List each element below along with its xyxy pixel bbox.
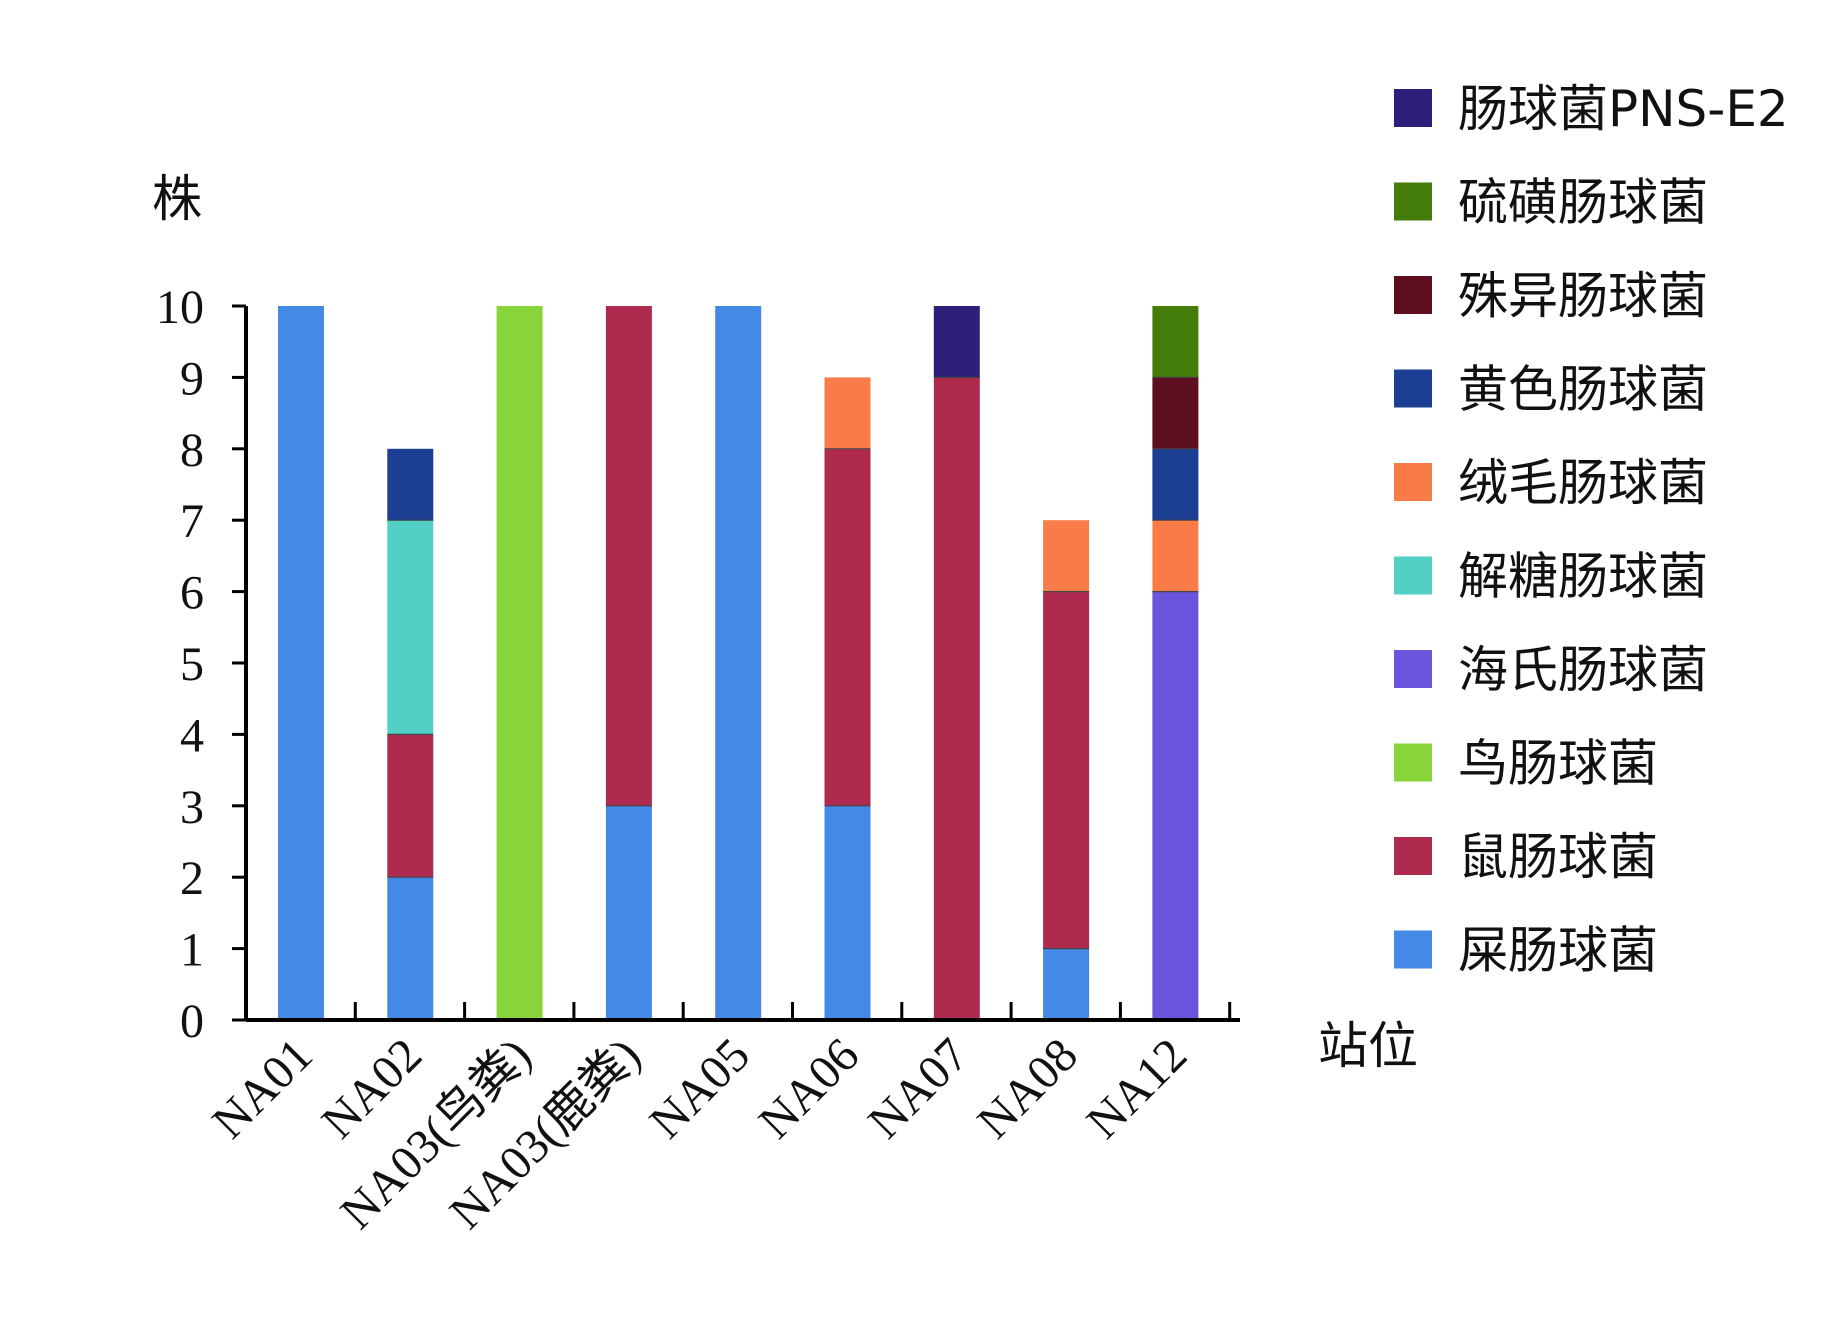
y-tick-label: 5 bbox=[180, 638, 204, 691]
x-tick-label: NA01 bbox=[202, 1028, 322, 1148]
x-axis-label: 站位 bbox=[1318, 1017, 1418, 1075]
x-tick-label: NA07 bbox=[858, 1028, 978, 1148]
legend-label: 殊异肠球菌 bbox=[1458, 267, 1708, 325]
legend-label: 黄色肠球菌 bbox=[1458, 361, 1708, 419]
legend-label: 鸟肠球菌 bbox=[1458, 735, 1658, 793]
legend-label: 硫磺肠球菌 bbox=[1458, 174, 1708, 232]
legend-swatch bbox=[1394, 650, 1432, 688]
bar-segment bbox=[1043, 591, 1090, 949]
bar-segment bbox=[1152, 520, 1199, 592]
y-tick-label: 1 bbox=[180, 924, 204, 977]
bar-segment bbox=[1152, 448, 1199, 521]
bar-segment bbox=[1152, 591, 1199, 1020]
legend-swatch bbox=[1394, 89, 1432, 127]
bar-segment bbox=[387, 734, 434, 878]
bar-segment bbox=[933, 377, 980, 1020]
bar-segment bbox=[1043, 520, 1090, 592]
x-tick-label: NA12 bbox=[1077, 1028, 1197, 1148]
legend-label: 鼠肠球菌 bbox=[1458, 828, 1658, 886]
bar-segment bbox=[824, 805, 871, 1020]
y-tick-label: 8 bbox=[180, 424, 204, 477]
bar-segment bbox=[387, 877, 434, 1020]
x-ticks-group: NA01NA02NA03(鸟粪)NA03(鹿粪)NA05NA06NA07NA08… bbox=[202, 1002, 1232, 1239]
legend: 肠球菌PNS-E2 硫磺肠球菌殊异肠球菌黄色肠球菌绒毛肠球菌解糖肠球菌海氏肠球菌鸟… bbox=[1394, 80, 1789, 980]
bar-segment bbox=[387, 520, 434, 735]
bar-segment bbox=[1043, 948, 1090, 1020]
legend-swatch bbox=[1394, 369, 1432, 408]
y-tick-label: 9 bbox=[180, 352, 204, 405]
legend-swatch bbox=[1394, 556, 1432, 595]
bars-group bbox=[278, 306, 1199, 1020]
bar-segment bbox=[933, 306, 980, 378]
x-tick-label: NA05 bbox=[640, 1028, 760, 1148]
bar-segment bbox=[605, 805, 652, 1020]
bar-segment bbox=[278, 306, 324, 1020]
bar-segment bbox=[1152, 377, 1199, 449]
bar-segment bbox=[605, 306, 652, 806]
x-tick-label: NA08 bbox=[967, 1028, 1087, 1148]
y-axis-label: 株 bbox=[152, 170, 202, 228]
bar-segment bbox=[824, 448, 871, 806]
legend-swatch bbox=[1394, 276, 1432, 314]
bar-segment bbox=[824, 377, 871, 449]
legend-swatch bbox=[1394, 743, 1432, 782]
legend-label: 屎肠球菌 bbox=[1458, 922, 1658, 980]
bar-segment bbox=[496, 306, 543, 1020]
bar-segment bbox=[715, 306, 762, 1020]
legend-label: 绒毛肠球菌 bbox=[1458, 454, 1708, 512]
y-tick-label: 6 bbox=[180, 567, 204, 620]
legend-swatch bbox=[1394, 930, 1432, 969]
legend-swatch bbox=[1394, 182, 1432, 221]
y-tick-label: 3 bbox=[180, 781, 204, 834]
bar-segment bbox=[1152, 306, 1199, 378]
bar-segment bbox=[387, 448, 434, 521]
y-tick-label: 2 bbox=[180, 852, 204, 905]
legend-swatch bbox=[1394, 837, 1432, 875]
y-tick-label: 10 bbox=[156, 281, 204, 334]
legend-label: 肠球菌PNS-E2 bbox=[1458, 80, 1789, 138]
legend-label: 海氏肠球菌 bbox=[1458, 641, 1708, 699]
y-ticks-group: 0 1 2 3 4 5 6 7 8 9 10 bbox=[156, 281, 246, 1048]
legend-swatch bbox=[1394, 463, 1432, 501]
y-tick-label: 0 bbox=[180, 995, 204, 1048]
y-tick-label: 4 bbox=[180, 709, 204, 762]
y-tick-label: 7 bbox=[180, 495, 204, 548]
x-tick-label: NA06 bbox=[749, 1028, 869, 1148]
legend-label: 解糖肠球菌 bbox=[1458, 548, 1708, 606]
